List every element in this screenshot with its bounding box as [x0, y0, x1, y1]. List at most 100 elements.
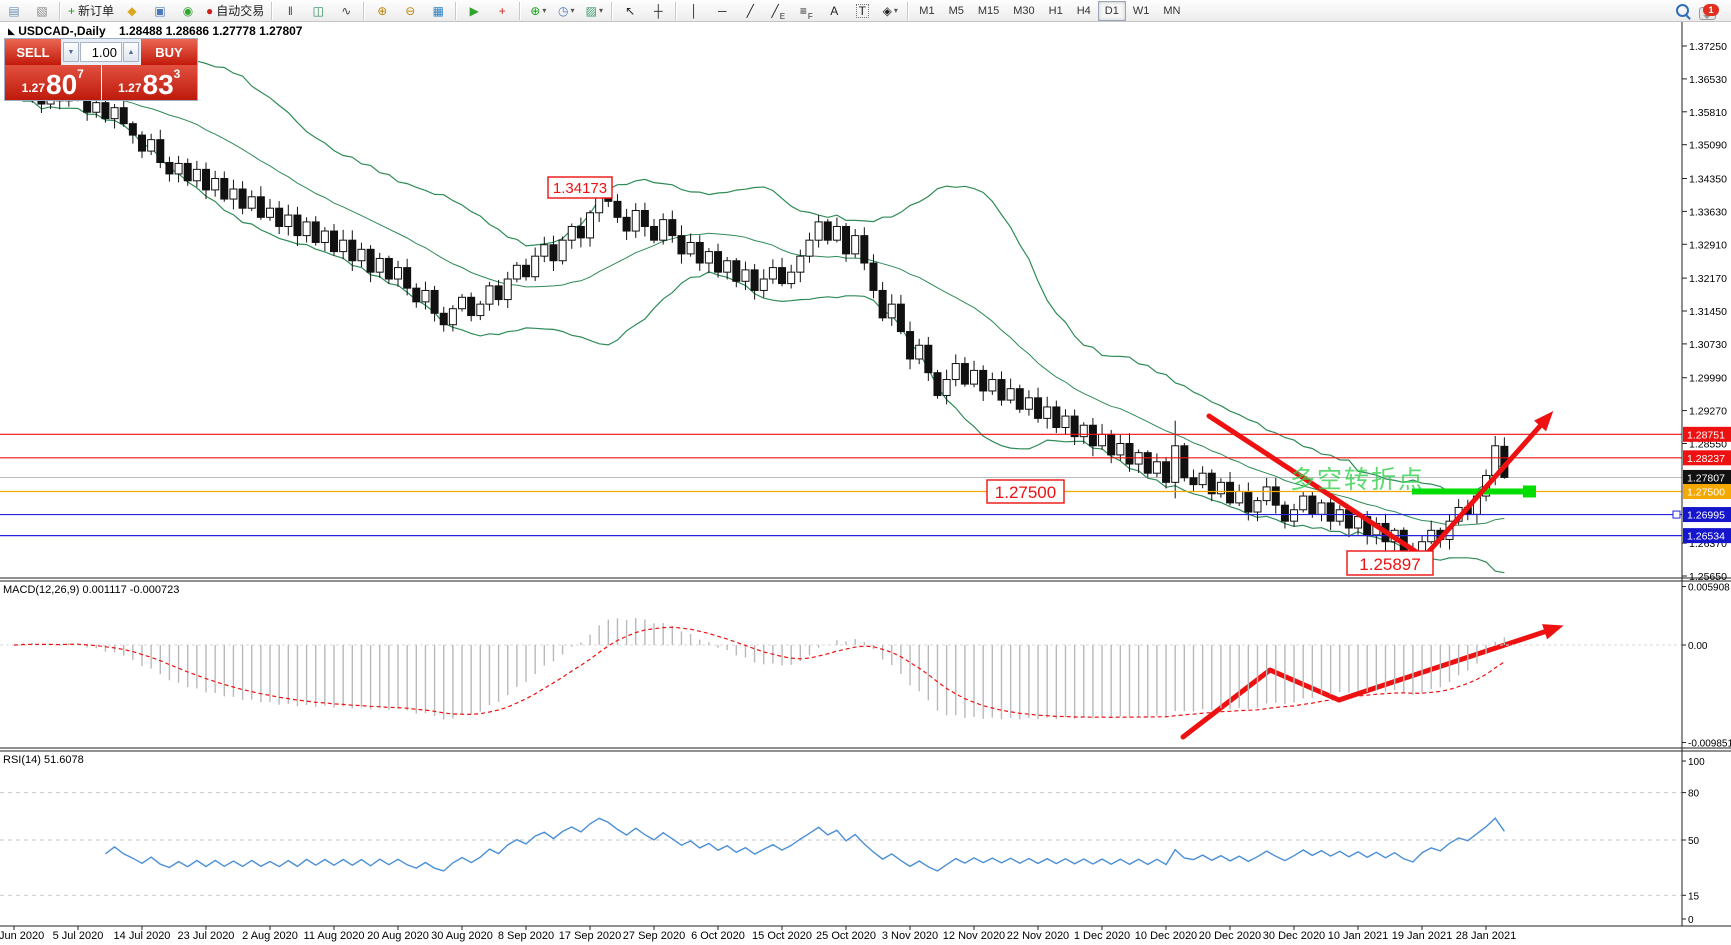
fibonacci-icon[interactable]: ≡ F	[792, 0, 820, 22]
svg-text:1.26534: 1.26534	[1687, 531, 1725, 543]
timeframe-button-m1[interactable]: M1	[919, 4, 935, 17]
crosshair-icon[interactable]: ┼	[644, 0, 672, 22]
text-icon[interactable]: A	[820, 0, 848, 22]
volume-increase-button[interactable]: ▲	[123, 42, 139, 62]
svg-text:14 Jul 2020: 14 Jul 2020	[114, 930, 171, 942]
timeframe-button-mn[interactable]: MN	[1163, 4, 1181, 17]
search-icon[interactable]	[1676, 4, 1689, 17]
trendline-icon[interactable]: ╱	[736, 0, 764, 22]
timeframe-button-m5[interactable]: M5	[948, 4, 964, 17]
new-order-button[interactable]: + 新订单	[64, 0, 118, 22]
svg-text:10 Jan 2021: 10 Jan 2021	[1328, 930, 1389, 942]
annotation-price-labels: 1.34173 1.27500 1.25897	[547, 176, 1434, 576]
arrows-tool-icon: ◈	[882, 3, 892, 18]
macd-label: MACD(12,26,9) 0.001117 -0.000723	[3, 584, 180, 596]
timeframe-button-w1[interactable]: W1	[1132, 4, 1150, 17]
autotrade-button[interactable]: ● 自动交易	[202, 0, 268, 22]
autotrade-button-label: 自动交易	[216, 3, 265, 18]
zoom-in-icon[interactable]: ⊕	[368, 0, 396, 22]
trend-arrows	[1180, 411, 1564, 740]
buy-price-tile[interactable]: 1.27 83 3	[101, 65, 197, 100]
svg-text:10 Dec 2020: 10 Dec 2020	[1135, 930, 1197, 942]
new-order-button-label: 新订单	[78, 3, 115, 18]
toolbar-divider	[519, 1, 522, 20]
buy-price-big: 83	[142, 69, 174, 100]
svg-text:25 Oct 2020: 25 Oct 2020	[816, 930, 876, 942]
svg-text:1.25650: 1.25650	[1689, 571, 1727, 583]
channel-icon[interactable]: ╱ E	[764, 0, 792, 22]
cursor-icon[interactable]: ↖	[616, 0, 644, 22]
terminal-icon[interactable]: ▣	[146, 0, 174, 22]
periods-icon-dropdown[interactable]: ▾	[570, 5, 575, 15]
vertical-line-icon[interactable]: │	[680, 0, 708, 22]
indicators-icon-dropdown[interactable]: ▾	[542, 5, 547, 15]
news-icon[interactable]: ◉	[174, 0, 202, 22]
svg-text:0: 0	[1688, 915, 1694, 926]
bar-chart-icon[interactable]: ‖	[276, 0, 304, 22]
volume-input[interactable]: 1.00	[80, 42, 122, 62]
fibonacci-icon-sub: F	[807, 11, 813, 21]
svg-text:100: 100	[1688, 757, 1705, 768]
svg-text:1.33630: 1.33630	[1689, 206, 1727, 218]
sell-button[interactable]: SELL	[5, 39, 61, 65]
svg-text:-0.009851: -0.009851	[1688, 739, 1731, 750]
templates-icon-dropdown[interactable]: ▾	[598, 5, 603, 15]
timeframe-button-h1[interactable]: H1	[1048, 4, 1063, 17]
indicators-icon[interactable]: ⊕ ▾	[524, 0, 552, 22]
symbol-name: USDCAD-,Daily	[18, 24, 106, 38]
notification-badge: 1	[1703, 3, 1719, 16]
svg-text:1.36530: 1.36530	[1689, 74, 1727, 86]
cleanup-icon[interactable]: ◆	[118, 0, 146, 22]
svg-text:1.27807: 1.27807	[1687, 472, 1725, 484]
panel-frame	[0, 22, 1731, 927]
zoom-out-icon[interactable]: ⊖	[396, 0, 424, 22]
svg-text:1.34173: 1.34173	[553, 180, 607, 197]
price-axis[interactable]: 1.37250 1.36530 1.35810 1.35090 1.34350 1.336…	[1682, 41, 1731, 583]
timeframe-button-d1[interactable]: D1	[1097, 0, 1126, 21]
tile-windows-icon[interactable]: ▦	[424, 0, 452, 22]
chart-shift-icon[interactable]: +	[488, 0, 516, 22]
autotrade-button: ●	[206, 3, 214, 18]
toolbar-divider	[455, 1, 458, 20]
svg-text:3 Nov 2020: 3 Nov 2020	[882, 930, 938, 942]
templates-icon[interactable]: ▨ ▾	[580, 0, 608, 22]
sell-price-big: 80	[46, 69, 78, 100]
macd-panel	[0, 618, 1682, 720]
timeframe-button-h4[interactable]: H4	[1076, 4, 1091, 17]
svg-text:19 Jan 2021: 19 Jan 2021	[1392, 930, 1453, 942]
new-chart-icon[interactable]: ▤	[0, 0, 28, 22]
svg-text:50: 50	[1688, 836, 1700, 847]
date-axis[interactable]: 25 Jun 2020 5 Jul 2020 14 Jul 2020 23 Jul 2…	[0, 926, 1516, 942]
svg-text:30 Dec 2020: 30 Dec 2020	[1263, 930, 1325, 942]
line-chart-icon[interactable]: ∿	[332, 0, 360, 22]
notifications-button[interactable]: 1	[1699, 2, 1721, 20]
arrows-tool-icon-dropdown[interactable]: ▾	[893, 5, 898, 15]
sell-price-tile[interactable]: 1.27 80 7	[5, 65, 101, 100]
svg-text:1 Dec 2020: 1 Dec 2020	[1074, 930, 1130, 942]
hline-handle[interactable]	[1672, 510, 1681, 519]
zoom-out-icon: ⊖	[405, 3, 416, 18]
periods-icon[interactable]: ◷ ▾	[552, 0, 580, 22]
horizontal-line-icon[interactable]: ─	[708, 0, 736, 22]
svg-text:1.31450: 1.31450	[1689, 306, 1727, 318]
bar-chart-icon: ‖	[287, 3, 293, 18]
profiles-icon: ▧	[36, 3, 48, 18]
candle-chart-icon[interactable]: ◫	[304, 0, 332, 22]
profiles-icon[interactable]: ▧	[28, 0, 56, 22]
buy-button[interactable]: BUY	[141, 39, 197, 65]
svg-text:27 Sep 2020: 27 Sep 2020	[623, 930, 685, 942]
timeframe-button-m15[interactable]: M15	[977, 4, 1000, 17]
svg-text:15: 15	[1688, 891, 1700, 902]
auto-scroll-icon[interactable]: ▶	[460, 0, 488, 22]
arrows-tool-icon[interactable]: ◈ ▾	[876, 0, 904, 22]
svg-text:1.32170: 1.32170	[1689, 273, 1727, 285]
svg-text:0.00: 0.00	[1688, 641, 1708, 652]
vertical-line-icon: │	[690, 3, 699, 18]
bollinger-bands	[13, 59, 1505, 574]
text-label-icon[interactable]: T	[848, 0, 876, 22]
svg-text:1.30730: 1.30730	[1689, 339, 1727, 351]
volume-decrease-button[interactable]: ▼	[63, 42, 79, 62]
toolbar-divider	[675, 1, 678, 20]
timeframe-button-m30[interactable]: M30	[1013, 4, 1035, 17]
